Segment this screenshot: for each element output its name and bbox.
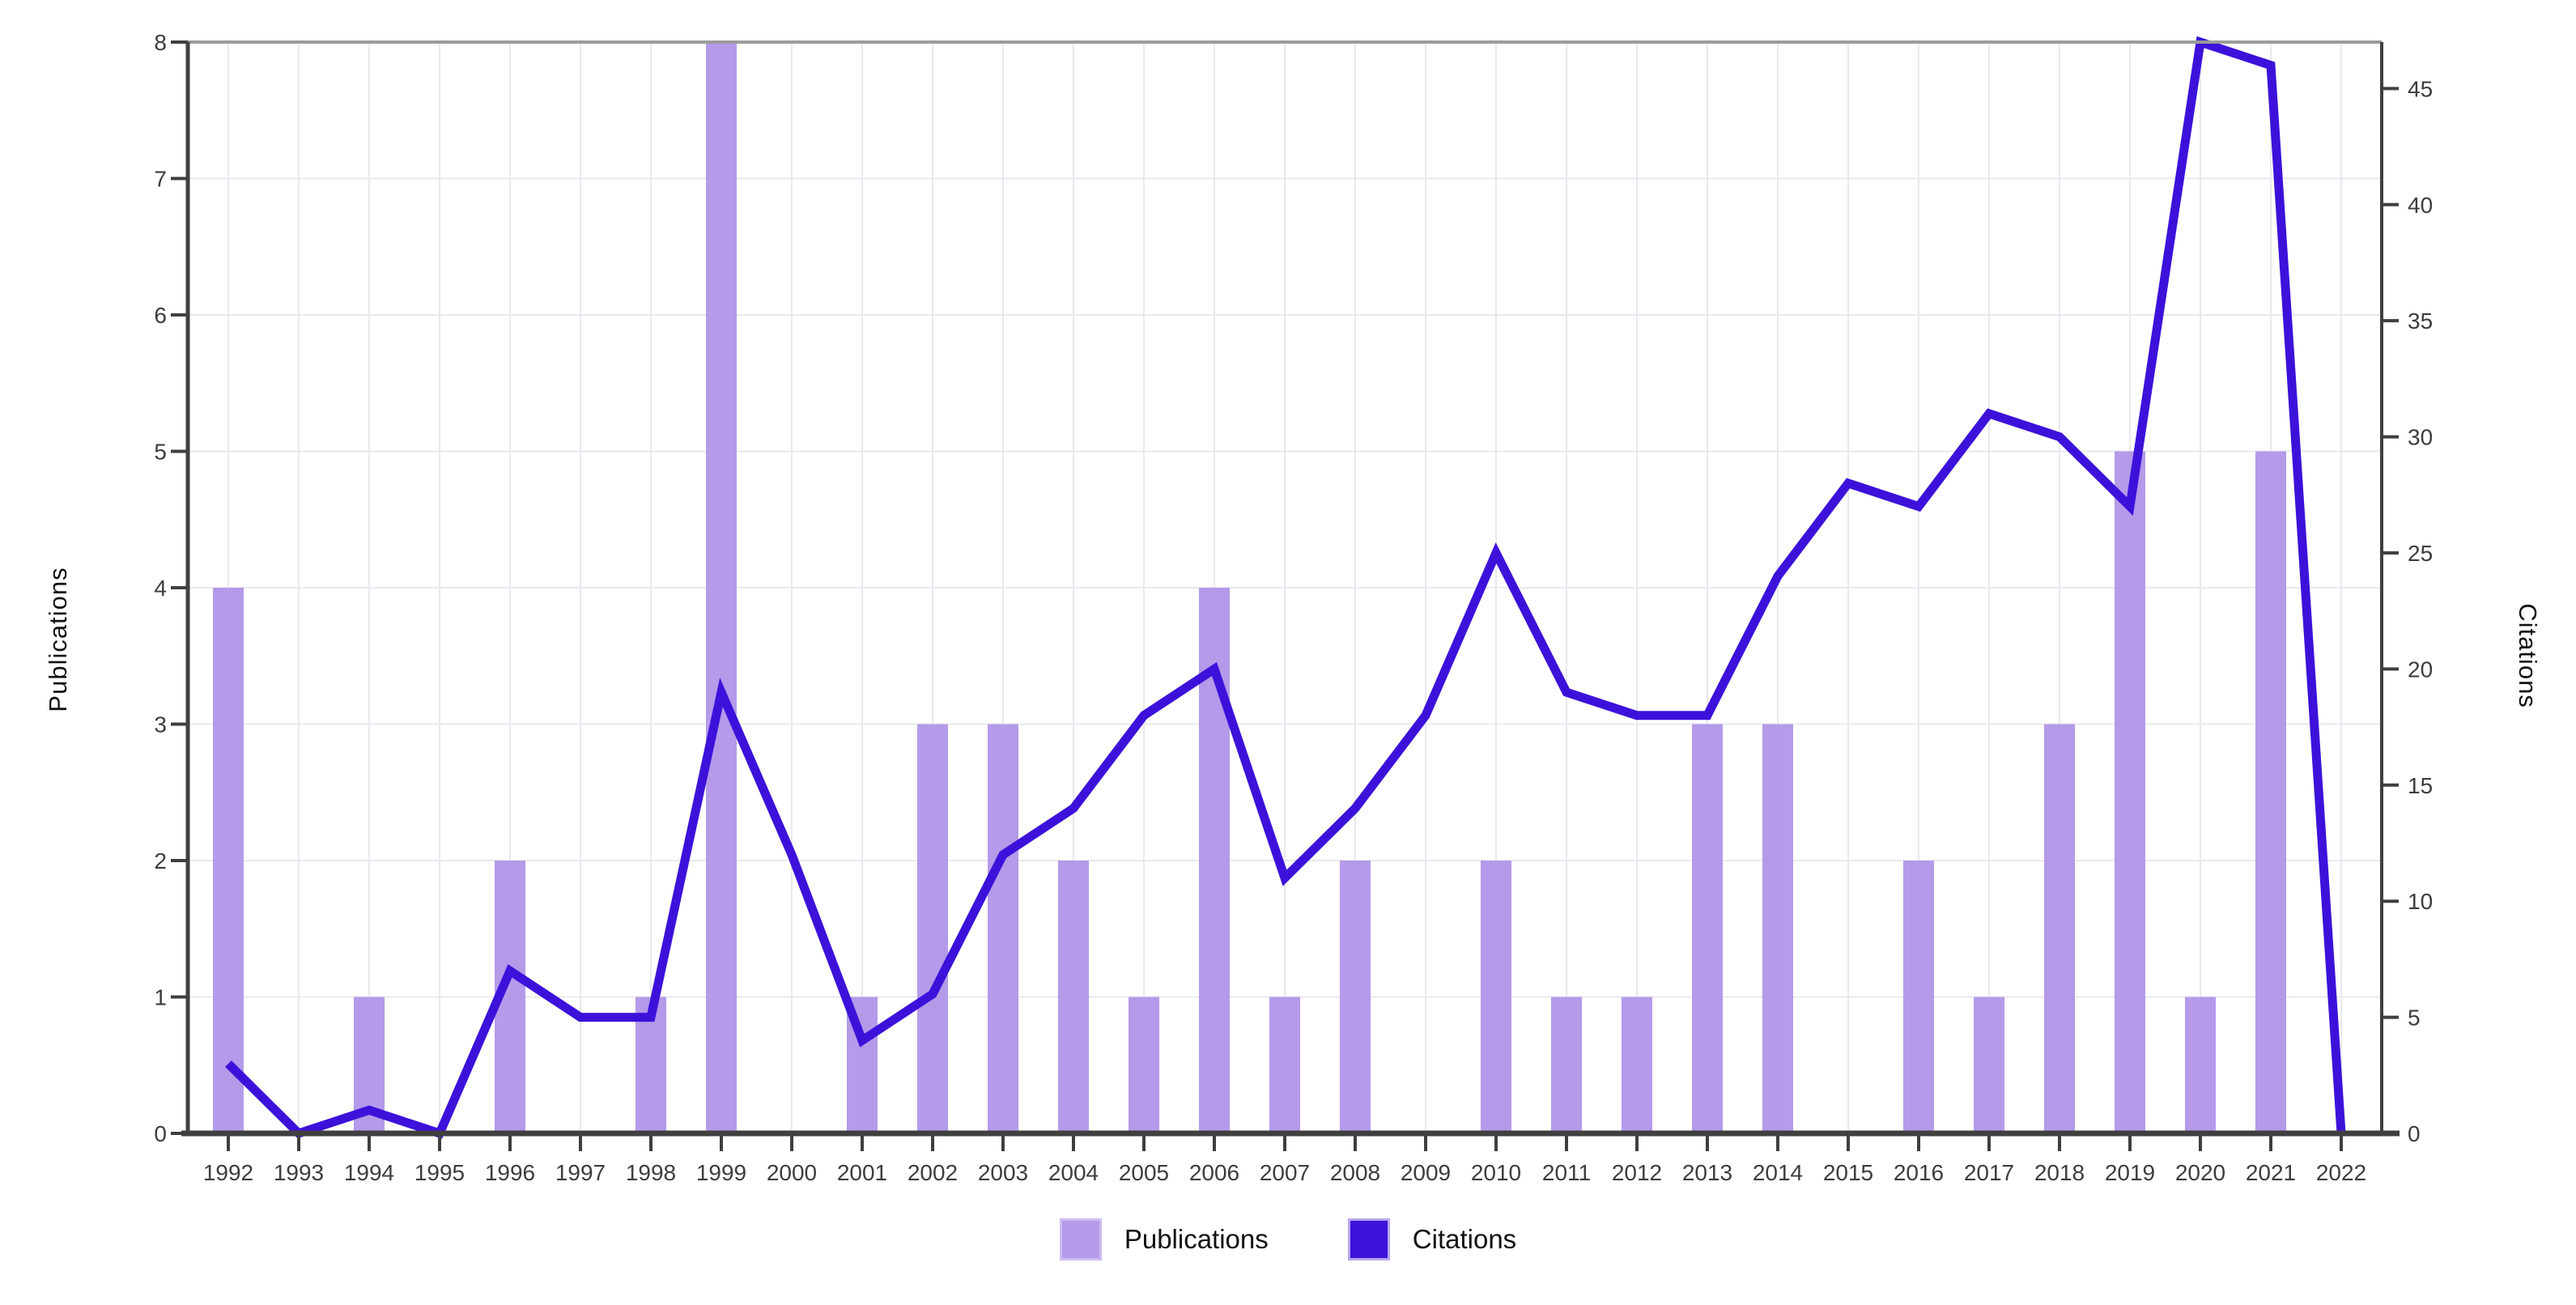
x-axis-tick-label: 2012 <box>1612 1160 1662 1185</box>
right-axis-tick-label: 35 <box>2408 308 2433 334</box>
x-axis-tick-label: 2020 <box>2175 1160 2225 1185</box>
x-axis-tick-label: 2003 <box>978 1160 1028 1185</box>
left-axis-tick-label: 7 <box>154 167 167 192</box>
citations-line <box>225 36 2346 1139</box>
publications-bar <box>1058 861 1089 1133</box>
publications-bar <box>1269 997 1300 1133</box>
citations-legend-swatch <box>1347 1218 1390 1260</box>
x-axis-tick-label: 2016 <box>1894 1160 1944 1185</box>
right-axis-tick-label: 5 <box>2408 1005 2421 1031</box>
x-axis-tick-label: 1994 <box>344 1160 394 1185</box>
x-axis-tick-label: 2019 <box>2105 1160 2155 1185</box>
x-axis-tick-label: 2014 <box>1753 1160 1803 1185</box>
publications-bar <box>917 724 948 1133</box>
publications-bar <box>2044 724 2075 1133</box>
x-axis-tick-label: 2018 <box>2034 1160 2085 1185</box>
right-axis-tick-label: 45 <box>2408 76 2433 101</box>
publications-bar <box>1551 997 1582 1133</box>
x-axis-tick-label: 1999 <box>696 1160 746 1185</box>
publications-legend-swatch <box>1059 1218 1102 1260</box>
publications-bar <box>1622 997 1652 1133</box>
x-axis-tick-label: 2004 <box>1048 1160 1099 1185</box>
left-axis-tick-label: 5 <box>154 440 167 465</box>
left-axis-tick-label: 6 <box>154 303 167 328</box>
x-axis-tick-label: 2011 <box>1542 1160 1591 1185</box>
left-axis-tick-label: 1 <box>154 985 167 1010</box>
x-axis-tick-label: 2002 <box>908 1160 958 1185</box>
publications-bar <box>988 724 1018 1133</box>
left-axis-tick-label: 4 <box>154 576 167 601</box>
publications-bar <box>1481 861 1511 1133</box>
publications-bar <box>1129 997 1159 1133</box>
x-axis-tick-label: 2017 <box>1964 1160 2014 1185</box>
x-axis-tick-label: 1998 <box>626 1160 676 1185</box>
x-axis-tick-label: 2013 <box>1682 1160 1732 1185</box>
publications-bar <box>1974 997 2004 1133</box>
x-axis-tick-label: 1997 <box>555 1160 606 1185</box>
x-axis-tick-label: 2005 <box>1119 1160 1169 1185</box>
publications-bar <box>1692 724 1723 1133</box>
publications-bar <box>1340 861 1371 1133</box>
publications-bar <box>2185 997 2216 1133</box>
right-axis-tick-label: 25 <box>2408 541 2433 566</box>
x-axis-tick-label: 2008 <box>1330 1160 1380 1185</box>
publications-bar <box>213 588 244 1133</box>
right-axis-tick-label: 40 <box>2408 193 2433 218</box>
x-axis-tick-label: 1996 <box>485 1160 535 1185</box>
x-axis-tick-label: 2021 <box>2246 1160 2296 1185</box>
x-axis-tick-label: 2006 <box>1189 1160 1239 1185</box>
publications-bar <box>2255 451 2286 1133</box>
x-axis-tick-label: 1992 <box>203 1160 253 1185</box>
right-axis-tick-label: 0 <box>2408 1121 2421 1146</box>
right-axis-tick-label: 30 <box>2408 425 2433 450</box>
publications-bar <box>1762 724 1793 1133</box>
publications-bar <box>1903 861 1934 1133</box>
x-axis-tick-label: 2010 <box>1471 1160 1521 1185</box>
x-axis-tick-label: 2022 <box>2316 1160 2366 1185</box>
x-axis-tick-label: 2007 <box>1260 1160 1310 1185</box>
citations-legend-label: Citations <box>1412 1224 1517 1254</box>
right-axis-tick-label: 20 <box>2408 657 2433 682</box>
right-axis-tick-label: 10 <box>2408 889 2433 914</box>
x-axis-tick-label: 1993 <box>274 1160 324 1185</box>
legend: Publications Citations <box>0 1218 2576 1260</box>
left-axis-tick-label: 0 <box>154 1121 167 1146</box>
publications-legend-label: Publications <box>1124 1224 1269 1254</box>
x-axis-tick-label: 2015 <box>1823 1160 1873 1185</box>
x-axis-tick-label: 2009 <box>1401 1160 1451 1185</box>
x-axis-tick-label: 2000 <box>767 1160 817 1185</box>
left-axis-tick-label: 3 <box>154 712 167 738</box>
x-axis-tick-label: 1995 <box>414 1160 465 1185</box>
right-axis-tick-label: 15 <box>2408 773 2433 798</box>
publications-bar <box>2115 451 2145 1133</box>
x-axis-tick-label: 2001 <box>837 1160 887 1185</box>
left-axis-tick-label: 2 <box>154 848 167 874</box>
publications-bar <box>706 42 737 1133</box>
left-axis-tick-label: 8 <box>154 30 167 55</box>
